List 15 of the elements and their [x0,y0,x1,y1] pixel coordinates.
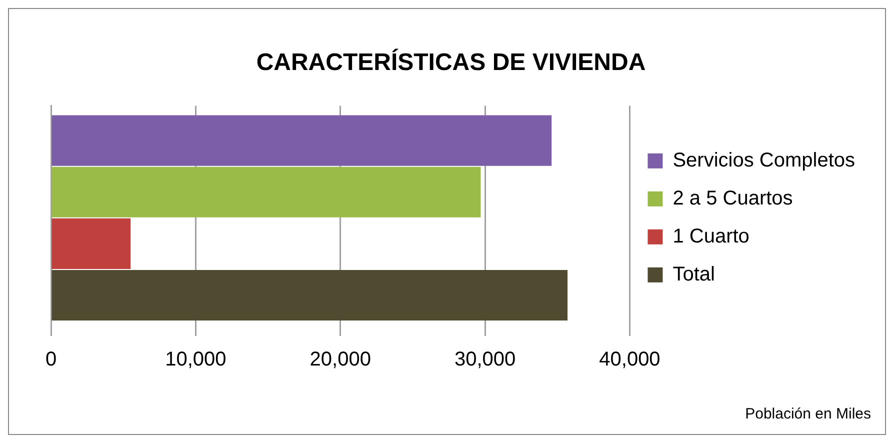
legend-label: Servicios Completos [672,149,856,172]
legend-label: 2 a 5 Cuartos [672,187,793,210]
x-tick-label: 30,000 [454,348,516,371]
chart-title: CARACTERÍSTICAS DE VIVIENDA [256,48,646,76]
x-tick-label: 40,000 [599,348,660,371]
x-tick-label: 20,000 [310,348,371,371]
legend-label: 1 Cuarto [672,225,750,248]
legend-label: Total [672,263,715,286]
bar [52,270,568,321]
bar [52,218,131,269]
x-tick-label: 0 [45,348,57,371]
x-tick-label: 10,000 [165,348,226,371]
bar [52,166,481,218]
bar [52,115,552,166]
text: Población en Miles [745,406,871,423]
